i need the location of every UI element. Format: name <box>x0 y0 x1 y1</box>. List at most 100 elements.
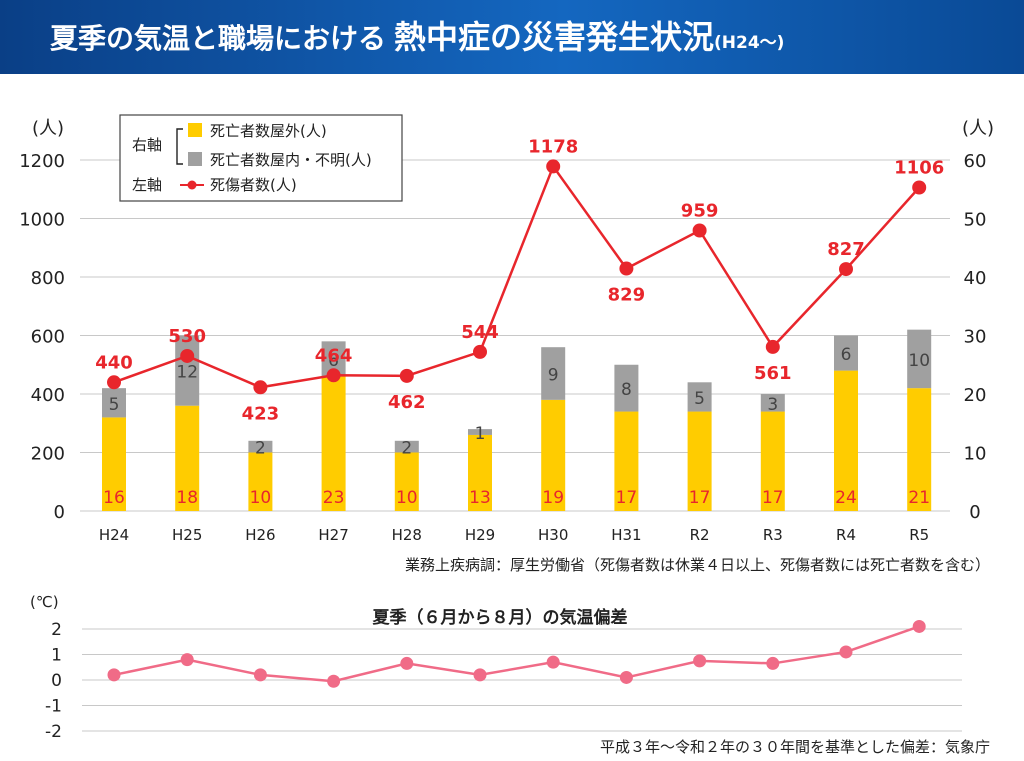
outdoor-deaths-bar <box>321 376 346 511</box>
indoor-deaths-label: 5 <box>109 395 120 415</box>
casualties-point <box>765 339 780 354</box>
indoor-deaths-label: 5 <box>694 389 705 409</box>
casualties-label: 561 <box>754 363 792 384</box>
casualties-point <box>912 180 927 195</box>
casualties-label: 464 <box>315 345 353 366</box>
outdoor-deaths-label: 17 <box>616 488 638 508</box>
indoor-deaths-label: 12 <box>176 363 198 383</box>
casualties-label: 423 <box>242 403 280 424</box>
casualties-point <box>839 262 853 277</box>
source-note-casualties: 業務上疾病調：厚生労働省（死傷者数は休業４日以上、死傷者数には死亡者数を含む） <box>405 556 990 574</box>
indoor-deaths-label: 2 <box>255 439 266 459</box>
casualties-label: 1106 <box>894 157 944 178</box>
right-tick-label: 10 <box>964 444 987 465</box>
outdoor-deaths-bar <box>907 388 932 511</box>
outdoor-deaths-label: 19 <box>542 488 564 508</box>
source-note-temperature: 平成３年〜令和２年の３０年間を基準とした偏差：気象庁 <box>600 738 990 756</box>
category-label: H27 <box>318 526 348 544</box>
casualties-point <box>692 223 707 238</box>
outdoor-deaths-bar <box>760 411 785 511</box>
left-tick-label: 1200 <box>19 151 65 172</box>
outdoor-deaths-bar <box>541 399 566 511</box>
legend-swatch-indoor <box>188 152 202 166</box>
temp-point <box>693 654 707 668</box>
right-tick-label: 40 <box>964 268 987 289</box>
temp-line <box>113 625 920 683</box>
temp-point <box>546 655 560 669</box>
temp-point <box>253 668 267 682</box>
outdoor-deaths-label: 24 <box>835 488 857 508</box>
title-part-3: (H24〜) <box>714 33 785 53</box>
indoor-deaths-label: 1 <box>475 424 486 444</box>
outdoor-deaths-bar <box>394 452 419 511</box>
indoor-deaths-bar <box>834 335 858 371</box>
temp-point <box>766 656 780 670</box>
indoor-deaths-bar <box>394 440 419 453</box>
category-label: R2 <box>690 526 710 544</box>
indoor-deaths-label: 9 <box>548 366 559 386</box>
left-tick-label: 600 <box>31 327 65 348</box>
outdoor-deaths-label: 21 <box>908 488 930 508</box>
legend-item-casualties: 死傷者数(人) <box>210 176 297 194</box>
page-title: 夏季の気温と職場における 熱中症の災害発生状況(H24〜) <box>50 12 784 58</box>
legend-item-outdoor: 死亡者数屋外(人) <box>210 122 327 140</box>
outdoor-deaths-label: 17 <box>689 488 711 508</box>
legend-left-axis-label: 左軸 <box>132 176 162 194</box>
category-label: R4 <box>836 526 856 544</box>
right-tick-label: 0 <box>969 502 980 523</box>
casualties-label: 440 <box>95 352 133 373</box>
right-axis-unit: (人) <box>962 118 994 139</box>
casualties-label: 462 <box>388 392 426 413</box>
left-tick-label: 800 <box>31 268 65 289</box>
outdoor-deaths-bar <box>175 405 200 511</box>
outdoor-deaths-label: 10 <box>396 488 418 508</box>
right-tick-label: 60 <box>964 151 987 172</box>
outdoor-deaths-label: 17 <box>762 488 784 508</box>
indoor-deaths-bar <box>248 440 273 453</box>
temp-tick-label: 1 <box>51 646 62 666</box>
legend-marker-casualties <box>187 180 197 190</box>
header-banner: 夏季の気温と職場における 熱中症の災害発生状況(H24〜) <box>0 0 1024 74</box>
casualties-line <box>113 163 921 389</box>
outdoor-deaths-bar <box>687 411 712 511</box>
left-tick-label: 400 <box>31 385 65 406</box>
category-label: H31 <box>611 526 641 544</box>
legend-right-axis-label: 右軸 <box>132 136 162 154</box>
outdoor-deaths-label: 16 <box>103 488 125 508</box>
left-tick-label: 200 <box>31 444 65 465</box>
casualties-point <box>107 375 121 390</box>
outdoor-deaths-bar <box>834 370 858 511</box>
temp-tick-label: -1 <box>45 697 62 717</box>
temp-axis-unit: (℃) <box>30 593 59 611</box>
indoor-deaths-label: 2 <box>401 439 412 459</box>
outdoor-deaths-bar <box>468 434 492 511</box>
temp-tick-label: -2 <box>45 722 62 742</box>
indoor-deaths-bar <box>687 382 712 412</box>
category-label: R5 <box>909 526 929 544</box>
casualties-label: 959 <box>681 200 719 221</box>
temp-point <box>912 619 926 633</box>
outdoor-deaths-label: 10 <box>250 488 272 508</box>
indoor-deaths-label: 6 <box>841 345 852 365</box>
category-label: H28 <box>392 526 422 544</box>
temp-chart-title: 夏季（６月から８月）の気温偏差 <box>373 607 628 628</box>
legend-bracket <box>176 128 183 165</box>
temp-point <box>327 674 341 688</box>
outdoor-deaths-bar <box>248 452 273 511</box>
temp-point <box>107 668 121 682</box>
casualties-point <box>180 348 195 363</box>
outdoor-deaths-label: 23 <box>323 488 345 508</box>
left-tick-label: 0 <box>54 502 65 523</box>
temp-point <box>180 653 194 667</box>
casualties-point <box>399 368 414 383</box>
category-label: H25 <box>172 526 202 544</box>
casualties-point <box>619 261 634 276</box>
temp-point <box>473 668 487 682</box>
casualties-label: 1178 <box>528 136 578 157</box>
indoor-deaths-bar <box>541 347 566 400</box>
indoor-deaths-bar <box>760 394 785 412</box>
outdoor-deaths-bar <box>102 417 126 511</box>
legend-box <box>119 114 403 202</box>
casualties-label: 530 <box>168 326 206 347</box>
